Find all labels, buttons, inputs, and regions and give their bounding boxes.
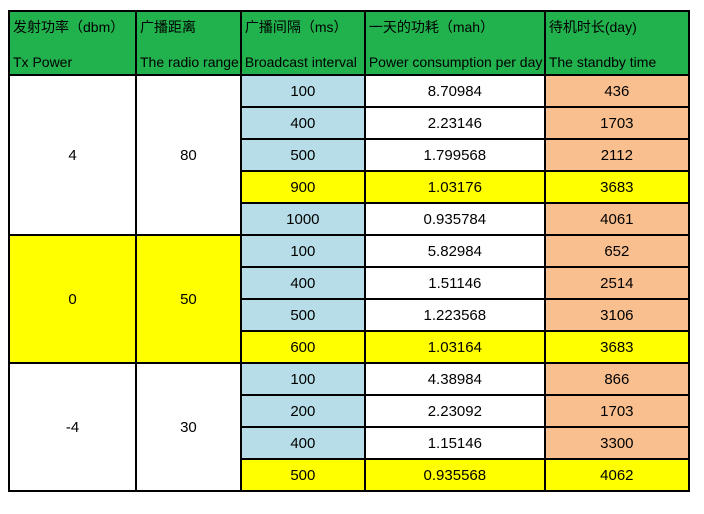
header-standby-time: 待机时长(day) The standby time [543,10,690,76]
broadcast-interval-cell: 500 [239,298,366,332]
broadcast-interval-cell: 400 [239,426,366,460]
header-tx-power: 发射功率（dbm） Tx Power [8,10,137,76]
radio-range-cell: 50 [135,234,242,364]
tx-power-cell: -4 [8,362,137,492]
standby-time-cell: 652 [543,234,690,268]
power-consumption-cell: 1.51146 [363,266,546,300]
power-consumption-cell: 1.03164 [363,330,546,364]
standby-time-cell: 3300 [543,426,690,460]
broadcast-interval-cell: 400 [239,106,366,140]
power-consumption-cell: 1.15146 [363,426,546,460]
table-row: 4 80 100 8.70984 436 [8,74,690,236]
header-row: 发射功率（dbm） Tx Power 广播距离 The radio range … [8,10,690,76]
standby-time-cell: 2514 [543,266,690,300]
broadcast-interval-cell: 600 [239,330,366,364]
broadcast-interval-cell: 900 [239,170,366,204]
table-row: 500 1.223568 3106 [9,298,690,332]
header-tx-power-cn: 发射功率（dbm） [13,19,125,35]
header-radio-range-en: The radio range [140,54,239,70]
standby-time-cell: 4061 [543,202,690,236]
header-power-consumption-en: Power consumption per day [368,54,543,70]
table-row: 400 1.15146 3300 [9,426,690,460]
header-power-consumption-cn: 一天的功耗（mah） [368,19,495,35]
table-row-highlighted: 900 1.03176 3683 [9,170,690,204]
table-row: 200 2.23092 1703 [9,394,690,428]
header-standby-time-en: The standby time [548,54,657,70]
header-broadcast-interval-en: Broadcast interval [244,54,357,70]
table-row: -4 30 100 4.38984 866 [8,362,690,492]
table-row: 400 2.23146 1703 [9,106,690,140]
header-radio-range: 广播距离 The radio range [135,10,242,76]
header-broadcast-interval-cn: 广播间隔（ms） [244,19,348,35]
power-consumption-cell: 2.23146 [363,106,546,140]
power-consumption-cell: 1.03176 [363,170,546,204]
table-row: 0 50 100 5.82984 652 [8,234,690,364]
standby-time-cell: 4062 [543,458,690,492]
header-standby-time-cn: 待机时长(day) [548,19,637,35]
power-consumption-table-wrap: 发射功率（dbm） Tx Power 广播距离 The radio range … [8,10,690,492]
standby-time-cell: 436 [543,74,690,108]
broadcast-interval-cell: 500 [239,138,366,172]
header-broadcast-interval: 广播间隔（ms） Broadcast interval [239,10,366,76]
radio-range-cell: 30 [135,362,242,492]
header-tx-power-en: Tx Power [13,54,73,70]
broadcast-interval-cell: 500 [239,458,366,492]
standby-time-cell: 1703 [543,106,690,140]
standby-time-cell: 3683 [543,170,690,204]
broadcast-interval-cell: 100 [239,362,366,396]
standby-time-cell: 2112 [543,138,690,172]
broadcast-interval-cell: 400 [239,266,366,300]
power-consumption-cell: 8.70984 [363,74,546,108]
power-consumption-cell: 1.223568 [363,298,546,332]
power-consumption-cell: 5.82984 [363,234,546,268]
standby-time-cell: 3106 [543,298,690,332]
standby-time-cell: 1703 [543,394,690,428]
power-consumption-cell: 0.935784 [363,202,546,236]
standby-time-cell: 866 [543,362,690,396]
table-row-highlighted: 500 0.935568 4062 [9,458,690,492]
table-row-highlighted: 600 1.03164 3683 [9,330,690,364]
power-consumption-table: 发射功率（dbm） Tx Power 广播距离 The radio range … [8,10,690,492]
broadcast-interval-cell: 100 [239,234,366,268]
power-consumption-cell: 4.38984 [363,362,546,396]
power-consumption-cell: 0.935568 [363,458,546,492]
broadcast-interval-cell: 100 [239,74,366,108]
table-row: 1000 0.935784 4061 [9,202,690,236]
table-row: 500 1.799568 2112 [9,138,690,172]
standby-time-cell: 3683 [543,330,690,364]
tx-power-cell: 0 [8,234,137,364]
header-radio-range-cn: 广播距离 [140,19,196,35]
power-consumption-cell: 1.799568 [363,138,546,172]
tx-power-cell: 4 [8,74,137,236]
broadcast-interval-cell: 1000 [239,202,366,236]
header-power-consumption: 一天的功耗（mah） Power consumption per day [363,10,546,76]
broadcast-interval-cell: 200 [239,394,366,428]
table-row: 400 1.51146 2514 [9,266,690,300]
radio-range-cell: 80 [135,74,242,236]
power-consumption-cell: 2.23092 [363,394,546,428]
